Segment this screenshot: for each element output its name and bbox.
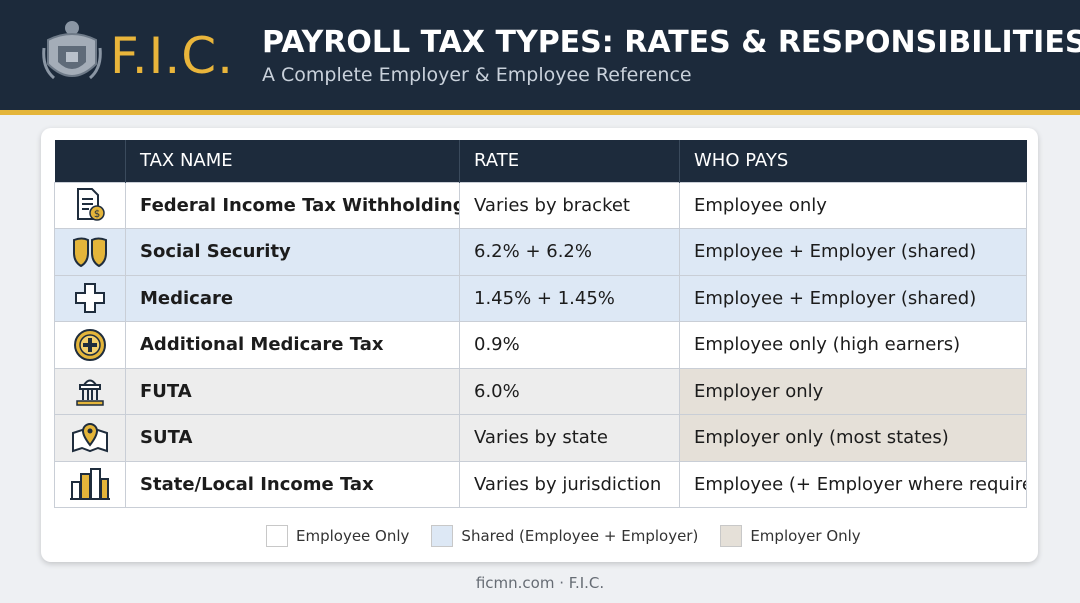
row-icon-cell xyxy=(54,321,126,369)
who-pays-cell: Employee (+ Employer where required) xyxy=(679,460,1027,508)
legend-label: Employee Only xyxy=(296,527,410,545)
rate-cell: Varies by jurisdiction xyxy=(459,460,680,508)
plus-circle-icon xyxy=(74,328,106,361)
row-icon-cell xyxy=(54,274,126,322)
legend-label: Shared (Employee + Employer) xyxy=(461,527,699,545)
who-pays-cell: Employer only xyxy=(679,367,1027,415)
tax-name-cell: SUTA xyxy=(125,414,460,462)
table-header-row: TAX NAME RATE WHO PAYS xyxy=(54,140,1027,182)
rate-cell: Varies by bracket xyxy=(459,181,680,229)
table-row: SUTA Varies by state Employer only (most… xyxy=(54,414,1027,462)
table-row: Additional Medicare Tax 0.9% Employee on… xyxy=(54,321,1027,369)
payroll-tax-table: TAX NAME RATE WHO PAYS $ Federal Income … xyxy=(54,140,1027,508)
who-pays-cell: Employee only xyxy=(679,181,1027,229)
who-pays-cell: Employee + Employer (shared) xyxy=(679,274,1027,322)
who-pays-cell: Employee only (high earners) xyxy=(679,321,1027,369)
legend-swatch xyxy=(266,525,288,547)
legend-item-shared: Shared (Employee + Employer) xyxy=(431,525,698,547)
medical-cross-icon xyxy=(75,283,105,314)
legend-item-employer-only: Employer Only xyxy=(720,525,861,547)
legend: Employee Only Shared (Employee + Employe… xyxy=(266,524,883,548)
document-dollar-icon: $ xyxy=(77,188,105,221)
rate-cell: Varies by state xyxy=(459,414,680,462)
shield-icon xyxy=(73,237,107,267)
who-pays-cell: Employee + Employer (shared) xyxy=(679,228,1027,276)
svg-text:$: $ xyxy=(94,209,100,220)
seal-logo-icon xyxy=(42,21,102,80)
tax-name-cell: State/Local Income Tax xyxy=(125,460,460,508)
row-icon-cell xyxy=(54,414,126,462)
table-row: Social Security 6.2% + 6.2% Employee + E… xyxy=(54,228,1027,276)
table-row: Medicare 1.45% + 1.45% Employee + Employ… xyxy=(54,274,1027,322)
map-pin-icon xyxy=(72,422,108,453)
header-rate: RATE xyxy=(459,140,680,182)
legend-swatch xyxy=(431,525,454,547)
header-divider xyxy=(0,110,1080,115)
table-row: FUTA 6.0% Employer only xyxy=(54,367,1027,415)
row-icon-cell xyxy=(54,460,126,508)
page-subtitle: A Complete Employer & Employee Reference xyxy=(262,64,692,86)
tax-name-cell: Social Security xyxy=(125,228,460,276)
legend-item-employee-only: Employee Only xyxy=(266,525,409,547)
city-buildings-icon xyxy=(70,468,110,501)
tax-name-cell: FUTA xyxy=(125,367,460,415)
tax-name-cell: Federal Income Tax Withholding xyxy=(125,181,460,229)
row-icon-cell xyxy=(54,228,126,276)
logo-text: F.I.C. xyxy=(110,27,235,85)
row-icon-cell xyxy=(54,367,126,415)
tax-name-cell: Medicare xyxy=(125,274,460,322)
header-tax-name: TAX NAME xyxy=(125,140,460,182)
table-row: State/Local Income Tax Varies by jurisdi… xyxy=(54,460,1027,508)
header-banner: F.I.C. PAYROLL TAX TYPES: RATES & RESPON… xyxy=(0,0,1080,110)
header-who-pays: WHO PAYS xyxy=(679,140,1027,182)
capitol-building-icon xyxy=(76,379,104,406)
rate-cell: 6.2% + 6.2% xyxy=(459,228,680,276)
rate-cell: 6.0% xyxy=(459,367,680,415)
who-pays-cell: Employer only (most states) xyxy=(679,414,1027,462)
page-title: PAYROLL TAX TYPES: RATES & RESPONSIBILIT… xyxy=(262,25,1080,60)
legend-label: Employer Only xyxy=(750,527,861,545)
row-icon-cell: $ xyxy=(54,181,126,229)
rate-cell: 0.9% xyxy=(459,321,680,369)
rate-cell: 1.45% + 1.45% xyxy=(459,274,680,322)
table-row: $ Federal Income Tax Withholding Varies … xyxy=(54,181,1027,229)
footer-text: ficmn.com · F.I.C. xyxy=(475,574,605,592)
legend-swatch xyxy=(720,525,743,547)
tax-name-cell: Additional Medicare Tax xyxy=(125,321,460,369)
header-icon-column xyxy=(54,140,126,182)
